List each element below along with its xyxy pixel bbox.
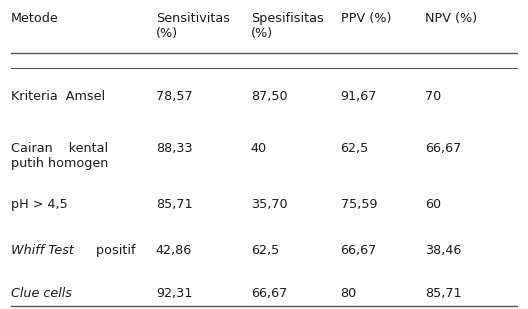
Text: Cairan    kental
putih homogen: Cairan kental putih homogen xyxy=(11,142,108,170)
Text: 91,67: 91,67 xyxy=(341,90,377,103)
Text: Sensitivitas
(%): Sensitivitas (%) xyxy=(156,12,230,40)
Text: 42,86: 42,86 xyxy=(156,244,192,257)
Text: 75,59: 75,59 xyxy=(341,198,377,211)
Text: 35,70: 35,70 xyxy=(251,198,287,211)
Text: 88,33: 88,33 xyxy=(156,142,192,155)
Text: 38,46: 38,46 xyxy=(425,244,461,257)
Text: 66,67: 66,67 xyxy=(251,287,287,300)
Text: 78,57: 78,57 xyxy=(156,90,192,103)
Text: Spesifisitas
(%): Spesifisitas (%) xyxy=(251,12,324,40)
Text: 80: 80 xyxy=(341,287,357,300)
Text: Kriteria  Amsel: Kriteria Amsel xyxy=(11,90,105,103)
Text: Metode: Metode xyxy=(11,12,58,25)
Text: 62,5: 62,5 xyxy=(341,142,369,155)
Text: PPV (%): PPV (%) xyxy=(341,12,391,25)
Text: 85,71: 85,71 xyxy=(425,287,461,300)
Text: pH > 4,5: pH > 4,5 xyxy=(11,198,67,211)
Text: Whiff Test: Whiff Test xyxy=(11,244,73,257)
Text: 66,67: 66,67 xyxy=(425,142,461,155)
Text: 92,31: 92,31 xyxy=(156,287,192,300)
Text: 87,50: 87,50 xyxy=(251,90,287,103)
Text: positif: positif xyxy=(92,244,135,257)
Text: 66,67: 66,67 xyxy=(341,244,377,257)
Text: 60: 60 xyxy=(425,198,441,211)
Text: NPV (%): NPV (%) xyxy=(425,12,477,25)
Text: 62,5: 62,5 xyxy=(251,244,279,257)
Text: Clue cells: Clue cells xyxy=(11,287,71,300)
Text: 85,71: 85,71 xyxy=(156,198,192,211)
Text: 70: 70 xyxy=(425,90,441,103)
Text: 40: 40 xyxy=(251,142,267,155)
